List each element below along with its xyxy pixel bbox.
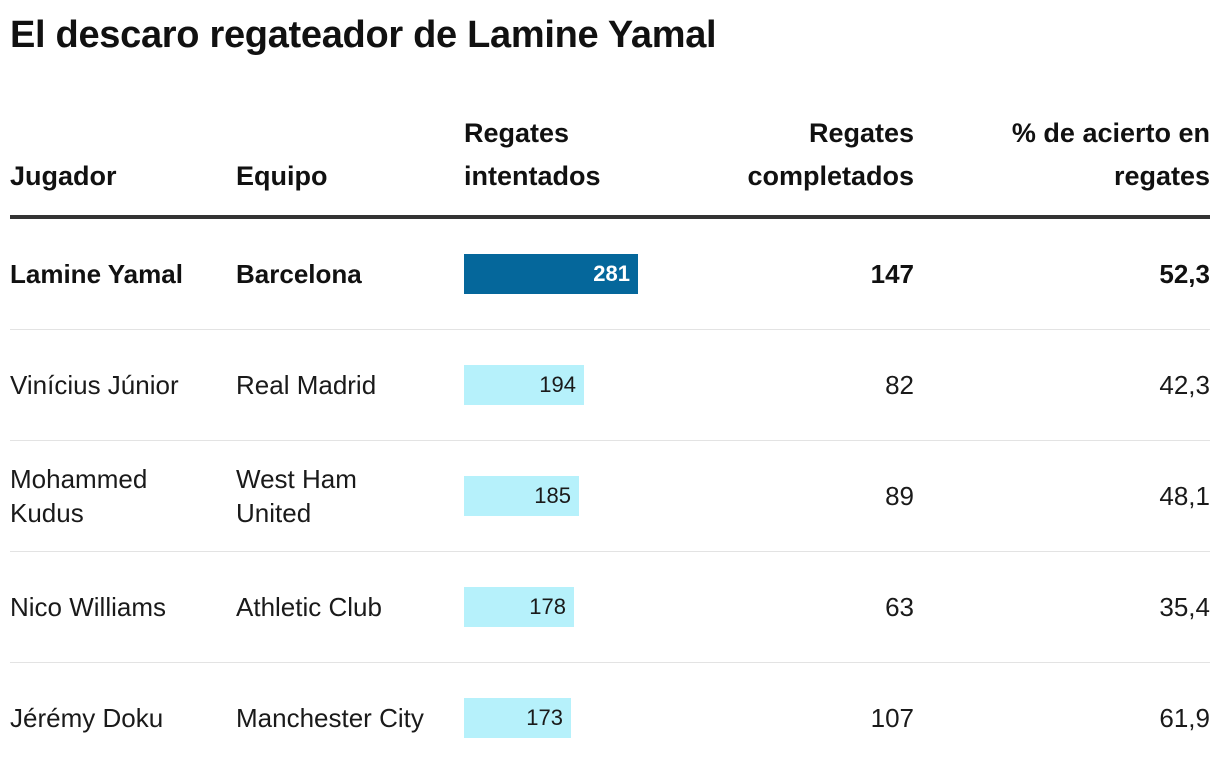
attempted-cell: 178 — [464, 552, 704, 662]
table-row: Nico Williams Athletic Club 178 63 35,4 — [10, 552, 1210, 663]
player-cell: Jérémy Doku — [10, 703, 164, 733]
team-cell: Real Madrid — [236, 370, 377, 400]
column-header-player: Jugador — [10, 161, 117, 191]
pct-cell: 48,1 — [1159, 481, 1210, 511]
column-header-attempted: Regates intentados — [464, 118, 601, 191]
header-rule — [10, 215, 1210, 219]
pct-cell: 52,3 — [1159, 259, 1210, 289]
chart-title: El descaro regateador de Lamine Yamal — [10, 14, 717, 56]
pct-cell: 35,4 — [1159, 592, 1210, 622]
team-cell: West Ham United — [236, 464, 357, 528]
team-cell: Athletic Club — [236, 592, 382, 622]
table-row: Jérémy Doku Manchester City 173 107 61,9 — [10, 663, 1210, 773]
attempted-bar: 185 — [464, 476, 579, 516]
pct-cell: 42,3 — [1159, 370, 1210, 400]
team-cell: Manchester City — [236, 703, 424, 733]
column-header-team: Equipo — [236, 161, 328, 191]
attempted-cell: 194 — [464, 330, 704, 440]
table-body: Lamine Yamal Barcelona 281 147 52,3 Vinícius … — [10, 219, 1210, 773]
player-cell: Mohammed Kudus — [10, 464, 148, 528]
team-cell: Barcelona — [236, 259, 362, 289]
completed-cell: 147 — [870, 259, 914, 289]
player-cell: Vinícius Júnior — [10, 370, 179, 400]
attempted-cell: 185 — [464, 441, 704, 551]
table-row: Mohammed Kudus West Ham United 185 89 48,1 — [10, 441, 1210, 552]
completed-cell: 107 — [870, 703, 914, 733]
table-row: Lamine Yamal Barcelona 281 147 52,3 — [10, 219, 1210, 330]
attempted-bar: 173 — [464, 698, 571, 738]
player-cell: Lamine Yamal — [10, 259, 183, 289]
table-row: Vinícius Júnior Real Madrid 194 82 42,3 — [10, 330, 1210, 441]
column-header-pct: % de acierto en regates — [1011, 118, 1210, 191]
pct-cell: 61,9 — [1159, 703, 1210, 733]
attempted-bar: 178 — [464, 587, 574, 627]
completed-cell: 82 — [885, 370, 914, 400]
attempted-cell: 281 — [464, 219, 704, 329]
completed-cell: 63 — [885, 592, 914, 622]
player-cell: Nico Williams — [10, 592, 166, 622]
column-header-completed: Regates completados — [747, 118, 914, 191]
attempted-cell: 173 — [464, 663, 704, 773]
completed-cell: 89 — [885, 481, 914, 511]
table-header: Jugador Equipo Regates intentados Regate… — [10, 112, 1210, 216]
attempted-bar: 194 — [464, 365, 584, 405]
attempted-bar: 281 — [464, 254, 638, 294]
